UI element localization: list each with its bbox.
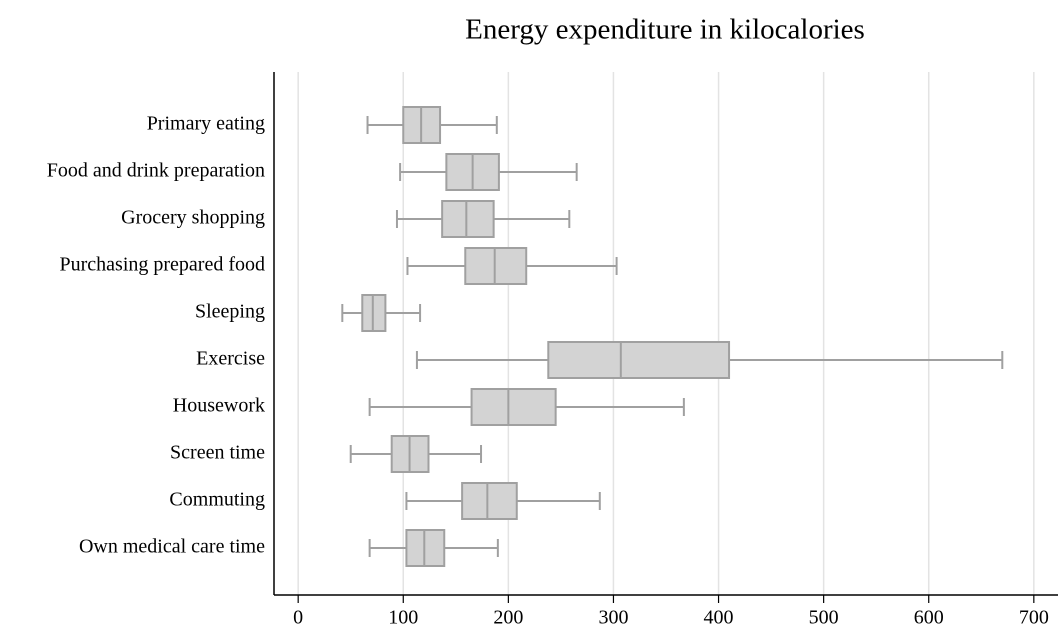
y-tick-label: Exercise — [196, 348, 265, 370]
box — [461, 482, 518, 520]
box — [547, 341, 731, 379]
y-tick-label: Grocery shopping — [121, 207, 265, 229]
x-tick-label: 400 — [704, 607, 734, 629]
x-tick-label: 700 — [1019, 607, 1049, 629]
y-tick-label: Own medical care time — [79, 536, 265, 558]
y-tick-label: Sleeping — [195, 301, 265, 323]
box — [470, 388, 557, 426]
y-tick-label: Food and drink preparation — [47, 160, 265, 182]
y-tick-label: Primary eating — [147, 113, 265, 135]
box — [441, 200, 495, 238]
chart-title: Energy expenditure in kilocalories — [465, 14, 865, 46]
x-tick-label: 100 — [388, 607, 418, 629]
x-tick-label: 600 — [914, 607, 944, 629]
box — [464, 247, 528, 285]
x-tick-label: 200 — [493, 607, 523, 629]
x-tick-label: 300 — [598, 607, 628, 629]
x-tick-label: 500 — [809, 607, 839, 629]
y-tick-label: Purchasing prepared food — [60, 254, 266, 276]
y-tick-label: Screen time — [170, 442, 265, 464]
box — [405, 529, 446, 567]
y-tick-label: Commuting — [169, 489, 265, 511]
x-tick-label: 0 — [293, 607, 303, 629]
box — [361, 294, 387, 332]
y-tick-label: Housework — [173, 395, 265, 417]
